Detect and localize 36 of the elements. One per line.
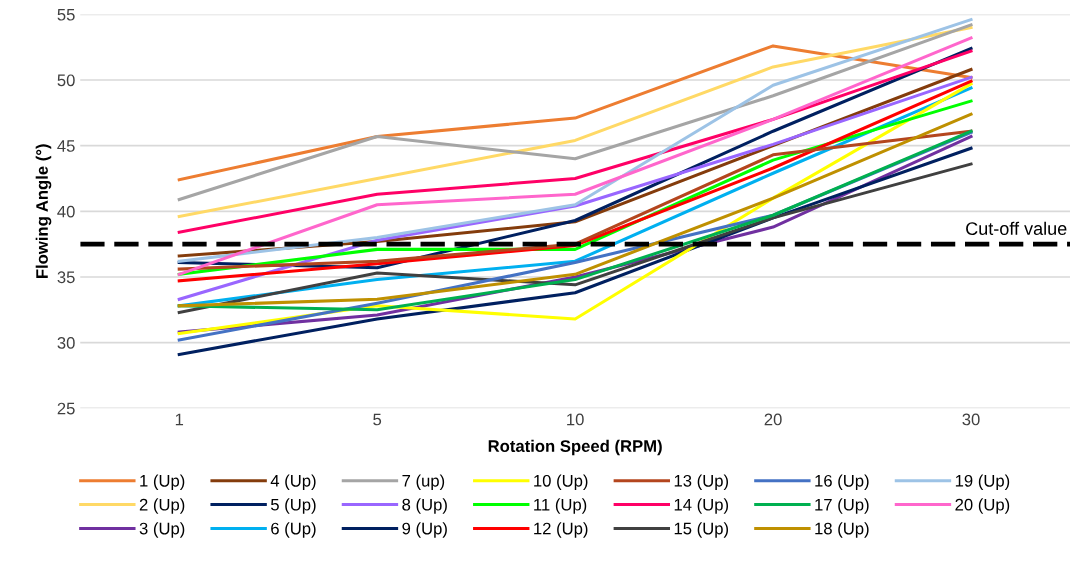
legend-label: 19 (Up) [955,474,1010,490]
y-tick-label: 50 [57,74,75,87]
legend-label: 12 (Up) [534,522,588,538]
x-tick-label: 20 [764,413,782,426]
legend-label: 18 (Up) [815,522,869,538]
legend-label: 3 (Up) [139,522,185,538]
y-tick-label: 35 [57,271,75,284]
legend-label: 6 (Up) [271,522,316,538]
legend-label: 8 (Up) [402,498,447,514]
y-axis-title: Flowing Angle (°) [35,144,52,279]
legend-label: 15 (Up) [674,522,729,538]
legend-label: 1 (Up) [140,474,185,490]
legend-label: 14 (Up) [674,498,729,514]
legend-label: 16 (Up) [815,474,869,490]
legend-label: 17 (Up) [815,498,869,514]
y-tick-label: 25 [57,402,75,415]
legend-label: 13 (Up) [674,474,729,490]
y-tick-label: 55 [57,8,75,21]
legend-label: 7 (up) [402,474,445,490]
x-axis-title: Rotation Speed (RPM) [488,439,662,456]
x-tick-label: 10 [567,413,584,426]
x-tick-label: 1 [175,413,184,426]
legend-label: 10 (Up) [534,474,588,490]
x-tick-label: 5 [373,413,382,426]
x-tick-label: 30 [962,413,980,426]
ref-line-label: Cut-off value [966,221,1067,236]
legend-label: 5 (Up) [270,498,316,514]
legend-label: 4 (Up) [270,474,316,490]
legend-label: 20 (Up) [955,498,1010,514]
legend-label: 2 (Up) [139,498,185,514]
legend-label: 9 (Up) [402,522,447,538]
legend-label: 11 (Up) [534,498,587,514]
line-series [177,44,973,182]
y-tick-label: 45 [57,140,75,152]
y-tick-label: 30 [57,337,75,349]
y-tick-label: 40 [57,205,75,218]
